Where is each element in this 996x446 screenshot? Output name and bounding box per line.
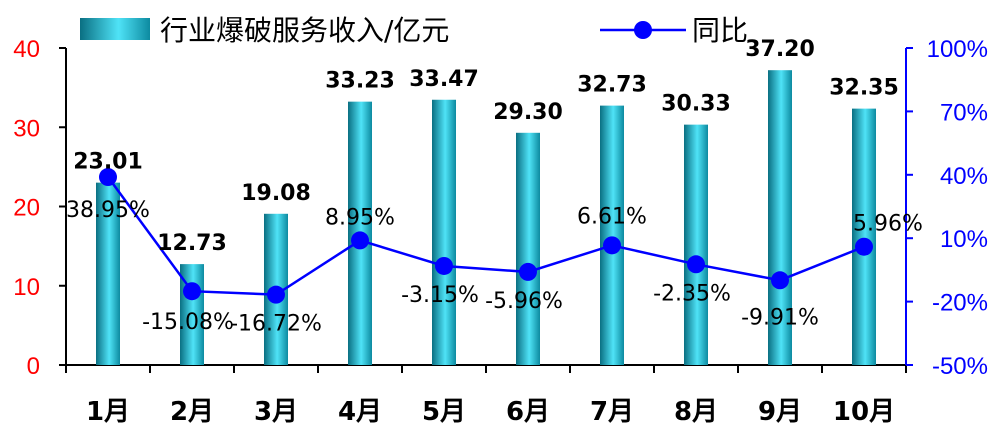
yoy-value-label: 38.95%	[66, 198, 150, 223]
bar	[96, 182, 120, 365]
legend-bar-swatch	[80, 18, 150, 40]
bar-value-label: 23.01	[73, 150, 143, 175]
x-axis-tick-label: 2月	[170, 397, 214, 427]
yoy-value-label: 5.96%	[853, 212, 923, 237]
x-axis-tick-label: 1月	[86, 397, 130, 427]
bar	[432, 99, 456, 366]
left-axis-tick-label: 10	[13, 274, 40, 301]
legend-bar-label: 行业爆破服务收入/亿元	[160, 14, 449, 47]
left-axis-tick-label: 30	[13, 115, 40, 142]
yoy-point	[435, 256, 453, 275]
x-axis-tick-label: 5月	[422, 397, 466, 427]
left-axis-tick-label: 20	[13, 195, 40, 222]
right-axis-tick-label: -20%	[932, 290, 988, 317]
left-axis-tick-label: 0	[27, 353, 40, 380]
yoy-point	[519, 262, 537, 281]
bar	[600, 105, 624, 366]
x-axis-tick-label: 10月	[833, 397, 895, 427]
yoy-value-label: -9.91%	[741, 305, 819, 330]
yoy-value-label: 6.61%	[577, 204, 647, 229]
yoy-value-label: 8.95%	[325, 205, 395, 230]
bar	[516, 132, 540, 365]
yoy-point	[855, 237, 873, 256]
yoy-point	[99, 168, 117, 187]
bar-value-label: 12.73	[157, 231, 227, 256]
right-axis-tick-label: 70%	[940, 99, 988, 126]
x-axis-tick-label: 4月	[338, 397, 382, 427]
x-axis-tick-label: 7月	[590, 397, 634, 427]
right-axis-tick-label: -50%	[932, 353, 988, 380]
bar-value-label: 30.33	[661, 92, 731, 117]
yoy-point	[687, 255, 705, 274]
right-axis-tick-label: 10%	[940, 226, 988, 253]
bar-value-label: 29.30	[493, 100, 563, 125]
bar-value-label: 19.08	[241, 181, 311, 206]
yoy-point	[603, 236, 621, 255]
yoy-value-label: -16.72%	[230, 312, 322, 337]
right-axis-tick-label: 100%	[927, 36, 988, 63]
yoy-point	[351, 231, 369, 250]
bar	[684, 124, 708, 365]
x-axis-tick-label: 6月	[506, 397, 550, 427]
yoy-value-label: -15.08%	[142, 310, 234, 335]
yoy-point	[267, 285, 285, 304]
yoy-line	[106, 176, 865, 296]
bar-value-label: 32.73	[577, 73, 647, 98]
yoy-point	[771, 271, 789, 290]
right-axis-tick-label: 40%	[940, 163, 988, 190]
bar-value-label: 33.47	[409, 67, 479, 92]
left-axis-tick-label: 40	[13, 36, 40, 63]
x-axis-tick-label: 8月	[674, 397, 718, 427]
legend-line-marker	[634, 21, 652, 39]
yoy-value-label: -5.96%	[485, 289, 563, 314]
bar-value-label: 32.35	[829, 76, 899, 101]
bar	[768, 70, 792, 365]
bar	[852, 108, 876, 365]
yoy-value-label: -3.15%	[401, 283, 479, 308]
bar-value-label: 33.23	[325, 69, 395, 94]
yoy-value-label: -2.35%	[653, 281, 731, 306]
x-axis-tick-label: 3月	[254, 397, 298, 427]
bar-value-label: 37.20	[745, 37, 815, 62]
yoy-point	[183, 282, 201, 301]
legend-line-label: 同比	[692, 14, 748, 47]
x-axis-tick-label: 9月	[758, 397, 802, 427]
